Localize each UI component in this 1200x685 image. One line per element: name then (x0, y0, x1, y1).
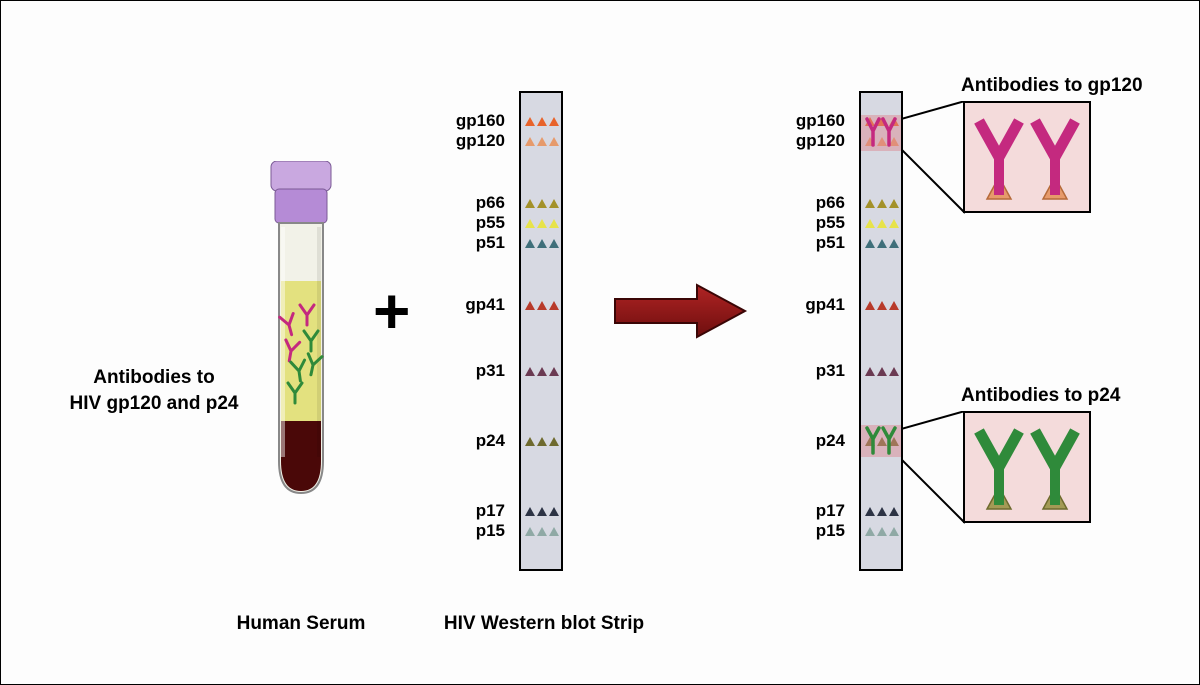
band-p24 (525, 437, 559, 446)
band-label-gp120: gp120 (771, 131, 845, 151)
arrow-icon (611, 279, 751, 343)
plus-sign: + (373, 279, 410, 343)
tube-antibodies (279, 301, 323, 411)
band-p15 (865, 527, 899, 536)
callout-gp120-box (963, 101, 1091, 213)
band-label-p55: p55 (431, 213, 505, 233)
band-p55 (525, 219, 559, 228)
strip2-labels: gp160gp120 p66p55p51 gp41 p31 p24 p17p15 (771, 91, 851, 571)
band-gp120 (525, 137, 559, 146)
band-label-gp160: gp160 (771, 111, 845, 131)
serum-antibody-label-text: Antibodies toHIV gp120 and p24 (70, 367, 239, 414)
band-p66 (525, 199, 559, 208)
band-label-p66: p66 (771, 193, 845, 213)
strip1-labels: gp160gp120 p66p55p51 gp41 p31 p24 p17p15 (431, 91, 511, 571)
callout-p24-label-text: Antibodies to p24 (961, 385, 1120, 406)
callout-p24-label: Antibodies to p24 (961, 385, 1181, 407)
band-p31 (865, 367, 899, 376)
band-label-p24: p24 (431, 431, 505, 451)
band-p17 (525, 507, 559, 516)
band-p51 (525, 239, 559, 248)
western-blot-strip-1 (519, 91, 563, 571)
band-p17 (865, 507, 899, 516)
band-label-gp160: gp160 (431, 111, 505, 131)
band-gp41 (525, 301, 559, 310)
band-label-gp41: gp41 (431, 295, 505, 315)
band-gp160 (525, 117, 559, 126)
plus-sign-text: + (373, 275, 410, 347)
band-p51 (865, 239, 899, 248)
band-p31 (525, 367, 559, 376)
band-label-p51: p51 (771, 233, 845, 253)
band-label-gp120: gp120 (431, 131, 505, 151)
band-gp41 (865, 301, 899, 310)
bound-ab-gp120 (863, 115, 899, 149)
band-label-p24: p24 (771, 431, 845, 451)
band-label-p17: p17 (771, 501, 845, 521)
band-label-p15: p15 (431, 521, 505, 541)
callout-gp120-label-text: Antibodies to gp120 (961, 75, 1143, 96)
band-label-p31: p31 (431, 361, 505, 381)
band-label-p51: p51 (431, 233, 505, 253)
band-label-p17: p17 (431, 501, 505, 521)
band-label-p31: p31 (771, 361, 845, 381)
human-serum-label-text: Human Serum (237, 613, 366, 634)
callout-p24-box (963, 411, 1091, 523)
serum-antibody-label: Antibodies toHIV gp120 and p24 (49, 365, 259, 416)
band-label-gp41: gp41 (771, 295, 845, 315)
strip-bottom-label-text: HIV Western blot Strip (444, 613, 644, 634)
callout-gp120-label: Antibodies to gp120 (961, 75, 1181, 97)
band-label-p66: p66 (431, 193, 505, 213)
band-label-p55: p55 (771, 213, 845, 233)
human-serum-label: Human Serum (211, 613, 391, 635)
western-blot-strip-2 (859, 91, 903, 571)
bound-ab-p24 (863, 425, 899, 457)
strip-bottom-label: HIV Western blot Strip (419, 613, 669, 635)
band-p66 (865, 199, 899, 208)
band-label-p15: p15 (771, 521, 845, 541)
band-p15 (525, 527, 559, 536)
band-p55 (865, 219, 899, 228)
